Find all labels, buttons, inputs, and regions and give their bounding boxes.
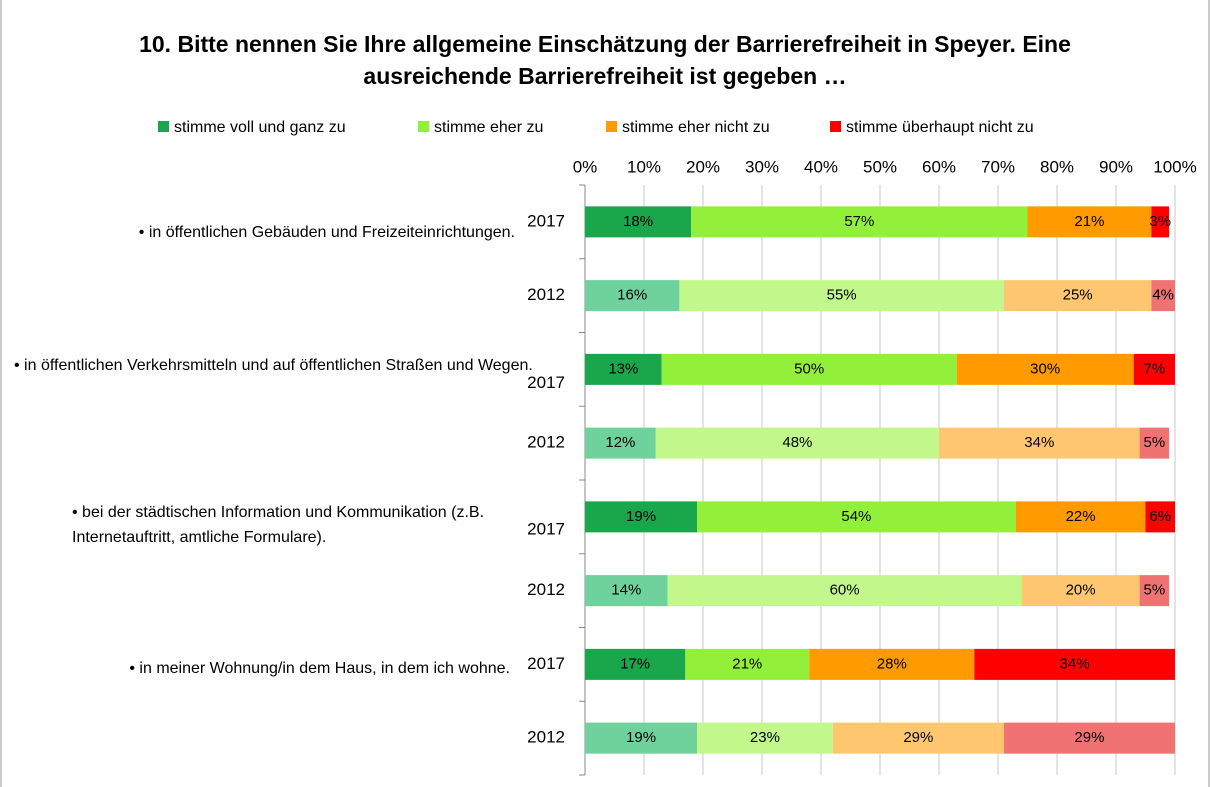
data-label: 5% <box>1144 434 1166 451</box>
y-tick-label: 2012 <box>527 285 565 304</box>
data-label: 14% <box>611 582 641 599</box>
bar-segment <box>1003 722 1175 754</box>
data-label: 50% <box>794 360 824 377</box>
legend-swatch <box>606 121 617 132</box>
data-label: 55% <box>827 287 857 304</box>
legend-swatch <box>418 121 429 132</box>
bar-segment <box>1027 206 1152 238</box>
bar-segment <box>691 206 1028 238</box>
y-tick-label: 2017 <box>527 654 565 673</box>
bar-segment <box>1139 427 1170 459</box>
data-label: 18% <box>623 213 653 230</box>
bar-segment <box>585 280 680 312</box>
data-label: 34% <box>1024 434 1054 451</box>
data-label: 19% <box>626 508 656 525</box>
bar-segment <box>1145 501 1175 533</box>
x-tick-label: 100% <box>1153 157 1196 176</box>
legend-swatch <box>830 121 841 132</box>
x-tick-label: 40% <box>804 157 838 176</box>
y-tick-label: 2012 <box>527 433 565 452</box>
x-tick-label: 90% <box>1099 157 1133 176</box>
data-label: 30% <box>1030 360 1060 377</box>
bar-segment <box>1151 206 1170 238</box>
bar-segment <box>585 575 668 607</box>
bar-segment <box>939 427 1140 459</box>
data-label: 54% <box>841 508 871 525</box>
data-label: 23% <box>750 729 780 746</box>
x-tick-label: 10% <box>627 157 661 176</box>
legend-label: stimme eher nicht zu <box>622 119 770 136</box>
x-tick-label: 20% <box>686 157 720 176</box>
chart-title: 10. Bitte nennen Sie Ihre allgemeine Ein… <box>139 31 1071 89</box>
y-tick-label: 2017 <box>527 211 565 230</box>
bar-segment <box>679 280 1004 312</box>
group-label: • in öffentlichen Verkehrsmitteln und au… <box>14 357 533 374</box>
bar-segment <box>585 648 686 680</box>
x-tick-label: 50% <box>863 157 897 176</box>
bar-segment <box>585 206 692 238</box>
bar-segment <box>1139 575 1170 607</box>
legend-label: stimme voll und ganz zu <box>174 119 346 136</box>
data-label: 22% <box>1066 508 1096 525</box>
data-label: 13% <box>608 360 638 377</box>
bar-segment <box>809 648 975 680</box>
bar-segment <box>585 353 662 385</box>
legend-swatch <box>158 121 169 132</box>
bar-segment <box>655 427 939 459</box>
group-label: • in öffentlichen Gebäuden und Freizeite… <box>138 224 515 241</box>
data-label: 19% <box>626 729 656 746</box>
bar-segment <box>585 427 656 459</box>
x-tick-label: 0% <box>573 157 598 176</box>
bar-segment <box>956 353 1134 385</box>
data-label: 28% <box>877 655 907 672</box>
bar-segment <box>667 575 1022 607</box>
data-label: 4% <box>1152 287 1174 304</box>
data-label: 21% <box>1074 213 1104 230</box>
data-label: 3% <box>1149 213 1171 230</box>
x-tick-label: 80% <box>1040 157 1074 176</box>
data-label: 5% <box>1144 582 1166 599</box>
bar-segment <box>585 722 698 754</box>
data-label: 29% <box>903 729 933 746</box>
bar-segment <box>1133 353 1175 385</box>
legend-label: stimme überhaupt nicht zu <box>846 119 1034 136</box>
y-tick-label: 2017 <box>527 519 565 538</box>
data-label: 29% <box>1074 729 1104 746</box>
bar-segment <box>1015 501 1146 533</box>
bar-segment <box>697 722 833 754</box>
bar-segment <box>685 648 810 680</box>
x-tick-label: 30% <box>745 157 779 176</box>
bar-segment <box>697 501 1016 533</box>
data-label: 25% <box>1063 287 1093 304</box>
legend-label: stimme eher zu <box>434 119 543 136</box>
bar-segment <box>585 501 698 533</box>
data-label: 57% <box>844 213 874 230</box>
bar-segment <box>1021 575 1140 607</box>
bar-segment <box>832 722 1004 754</box>
bar-segment <box>1003 280 1152 312</box>
data-label: 60% <box>830 582 860 599</box>
data-label: 7% <box>1144 360 1166 377</box>
y-tick-label: 2017 <box>527 373 565 392</box>
data-label: 21% <box>732 655 762 672</box>
y-tick-label: 2012 <box>527 580 565 599</box>
group-label: • bei der städtischen Information und Ko… <box>72 504 485 546</box>
bar-segment <box>1151 280 1175 312</box>
data-label: 12% <box>605 434 635 451</box>
x-tick-label: 70% <box>981 157 1015 176</box>
bar-segment <box>974 648 1175 680</box>
data-label: 34% <box>1060 655 1090 672</box>
group-label: • in meiner Wohnung/in dem Haus, in dem … <box>129 660 510 677</box>
data-label: 6% <box>1149 508 1171 525</box>
x-tick-label: 60% <box>922 157 956 176</box>
data-label: 48% <box>782 434 812 451</box>
data-label: 16% <box>617 287 647 304</box>
data-label: 20% <box>1066 582 1096 599</box>
y-tick-label: 2012 <box>527 728 565 747</box>
data-label: 17% <box>620 655 650 672</box>
bar-segment <box>661 353 957 385</box>
